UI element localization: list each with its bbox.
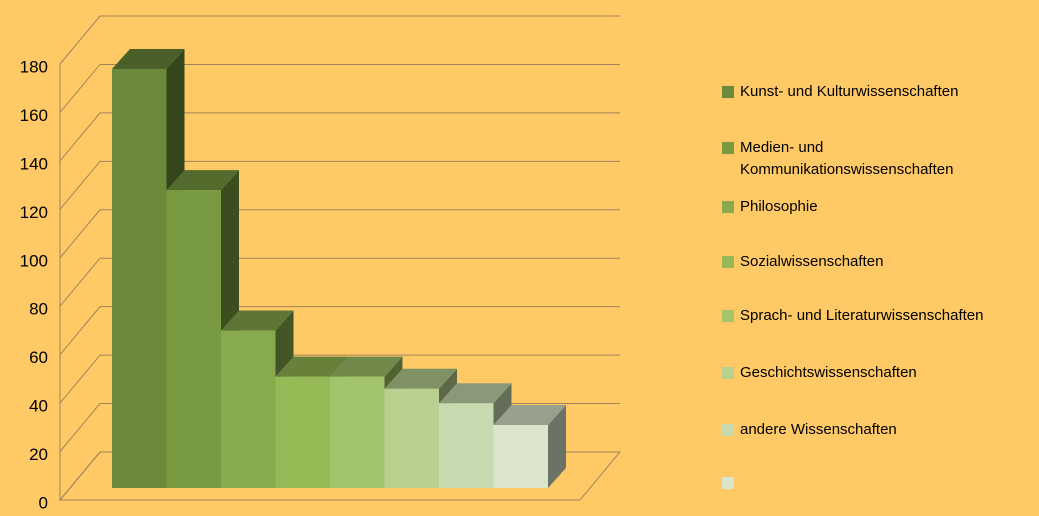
legend-item: andere Wissenschaften [722, 419, 1025, 441]
bar-top-shade [330, 356, 403, 377]
bar-front [275, 376, 330, 488]
bar-side-shade [548, 405, 566, 488]
legend-item: Medien- und Kommunikationswissenschaften [722, 137, 1025, 181]
legend: Kunst- und Kulturwissenschaften Medien- u… [722, 0, 1022, 516]
grid-line [59, 354, 620, 404]
legend-item: Geschichtswissenschaften [722, 362, 1025, 384]
bar-top [330, 356, 403, 377]
grid-line [59, 306, 620, 355]
bar-front [493, 425, 548, 488]
bar-top [166, 170, 239, 191]
legend-label: Sozialwissenschaften [740, 253, 884, 270]
legend-label: Geschichtswissenschaften [740, 364, 917, 381]
bar-top-shade [112, 48, 185, 69]
bar-front [166, 190, 221, 489]
bar [493, 405, 566, 488]
legend-swatch [722, 367, 734, 379]
bar-top [493, 405, 566, 426]
legend-swatch [722, 256, 734, 268]
grid-line [59, 209, 620, 259]
bar-top [275, 356, 348, 377]
legend-item: Philosophie [722, 196, 1025, 218]
y-tick-label: 180 [20, 57, 48, 76]
bar-top-shade [221, 310, 294, 331]
y-tick-label: 0 [39, 493, 48, 512]
bar-top [221, 310, 294, 331]
y-tick-label: 80 [29, 300, 48, 319]
bar-front [384, 388, 439, 488]
grid-line [59, 160, 620, 210]
legend-swatch [722, 142, 734, 154]
y-tick-label: 100 [20, 251, 48, 270]
legend-label: Medien- und Kommunikationswissenschaften [740, 139, 954, 178]
y-tick-label: 140 [20, 154, 48, 173]
grid-line [59, 257, 620, 307]
bar-top [439, 383, 512, 404]
grid-line [59, 63, 620, 113]
legend-item: Sprach- und Literaturwissenschaften [722, 305, 1025, 327]
legend-item [722, 472, 740, 489]
bar-front [221, 330, 276, 488]
legend-label: Sprach- und Literaturwissenschaften [740, 307, 984, 324]
grid-line [59, 15, 620, 65]
y-tick-label: 160 [20, 106, 48, 125]
bar-top [384, 368, 457, 389]
y-tick-label: 120 [20, 203, 48, 222]
legend-label: Philosophie [740, 198, 818, 215]
bar-front [439, 403, 494, 488]
bar-front [330, 376, 385, 488]
legend-item: Sozialwissenschaften [722, 251, 1025, 273]
y-tick-label: 20 [29, 445, 48, 464]
legend-swatch [722, 201, 734, 213]
legend-swatch [722, 310, 734, 322]
legend-swatch [722, 86, 734, 98]
grid-line [59, 112, 620, 162]
bar-top-shade [439, 383, 512, 404]
legend-swatch [722, 477, 734, 489]
bar-top-shade [384, 368, 457, 389]
legend-label: andere Wissenschaften [740, 421, 897, 438]
legend-swatch [722, 424, 734, 436]
bar-top [112, 48, 185, 69]
legend-item: Kunst- und Kulturwissenschaften [722, 81, 1025, 103]
y-tick-label: 40 [29, 397, 48, 416]
legend-label: Kunst- und Kulturwissenschaften [740, 83, 959, 100]
y-tick-label: 60 [29, 348, 48, 367]
bar-top-shade [493, 405, 566, 426]
bar-top-shade [166, 170, 239, 191]
bar-top-shade [275, 356, 348, 377]
bar-front [112, 68, 167, 488]
